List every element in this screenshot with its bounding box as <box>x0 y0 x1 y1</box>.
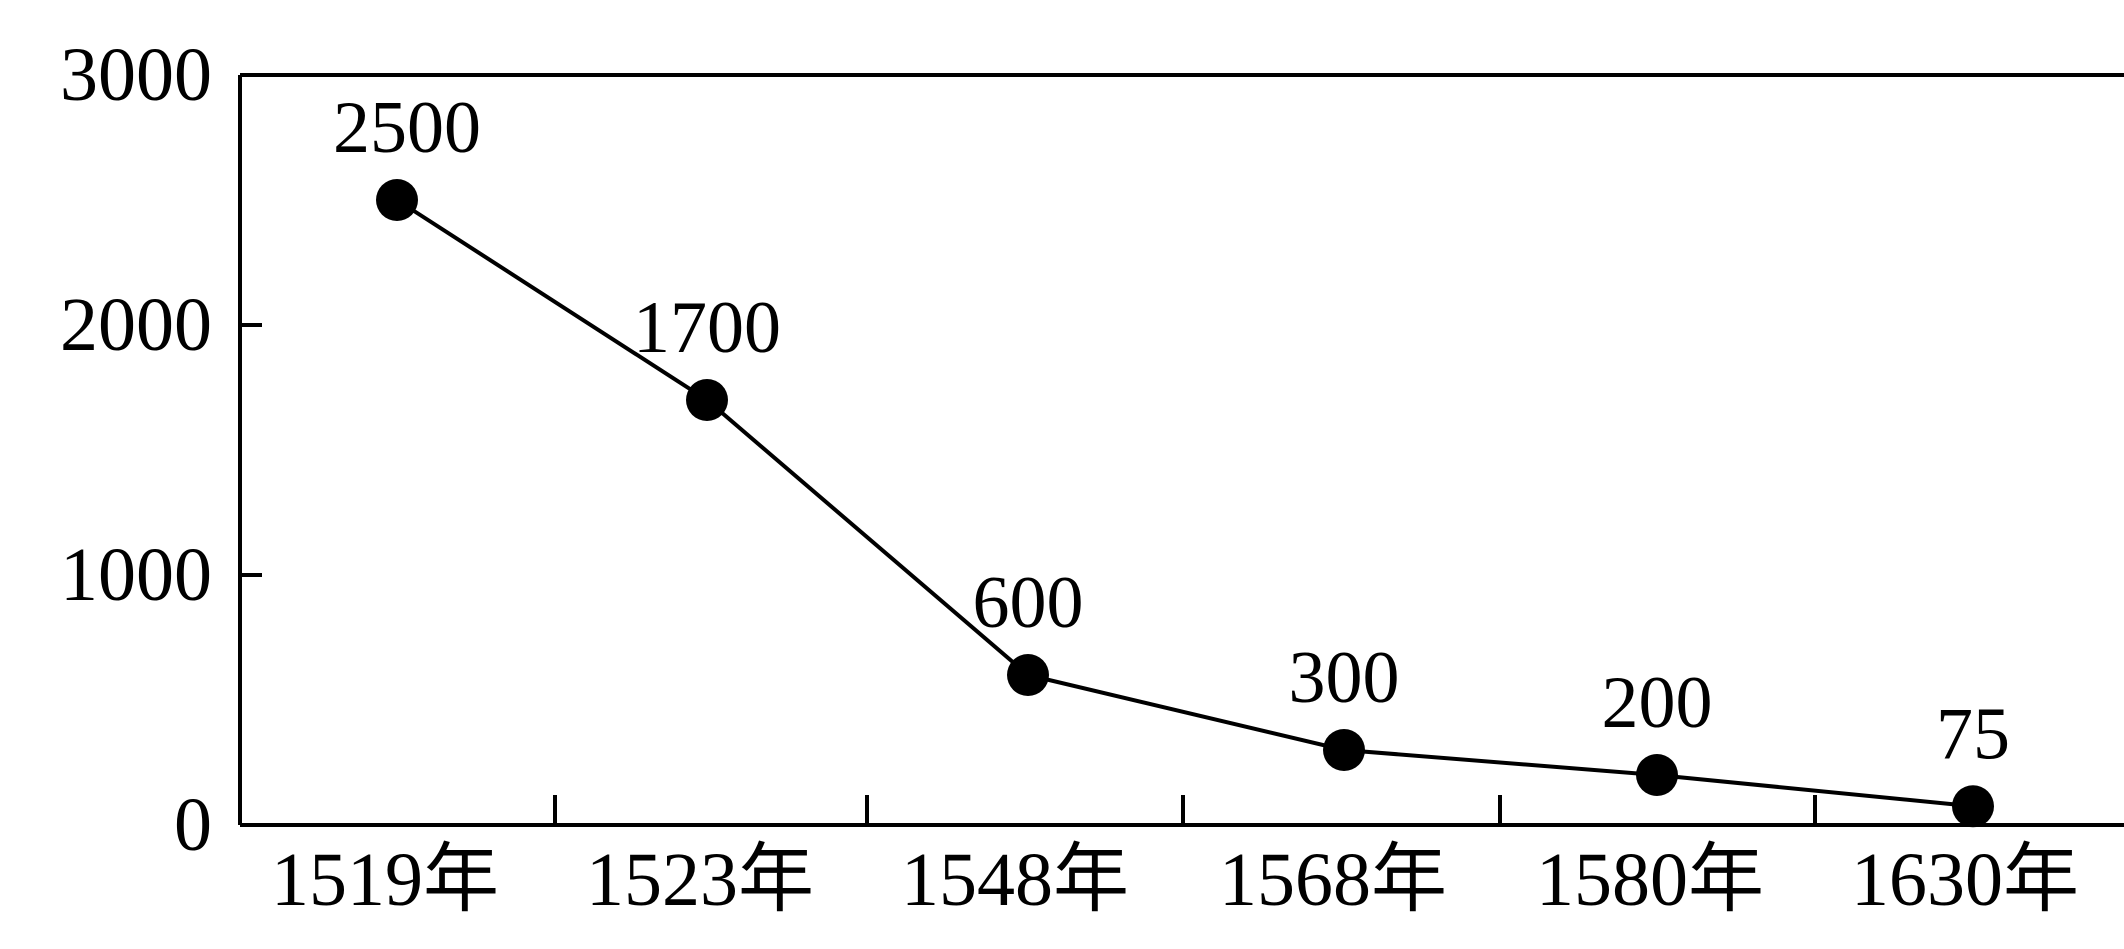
data-point <box>686 379 728 421</box>
y-tick-label: 1000 <box>60 533 212 617</box>
data-label: 1700 <box>633 287 781 369</box>
data-label: 300 <box>1289 637 1400 719</box>
data-point <box>376 179 418 221</box>
tick-marks <box>240 323 1817 825</box>
x-tick-label: 1580年 <box>1536 838 1764 922</box>
data-point <box>1007 654 1049 696</box>
data-label: 75 <box>1936 693 2010 775</box>
data-label: 600 <box>973 562 1084 644</box>
data-point <box>1952 785 1994 828</box>
series-line <box>395 198 1974 809</box>
data-labels: 2500 1700 600 300 200 75 <box>333 87 2010 775</box>
y-tick-label: 3000 <box>60 33 212 117</box>
data-points <box>376 179 1994 828</box>
x-tick-label: 1568年 <box>1219 838 1447 922</box>
data-label: 2500 <box>333 87 481 169</box>
data-point <box>1323 729 1365 771</box>
x-tick-label: 1519年 <box>271 838 499 922</box>
x-tick-labels: 1519年 1523年 1548年 1568年 1580年 1630年 <box>271 838 2079 922</box>
data-label: 200 <box>1602 662 1713 744</box>
series-line-group <box>395 198 1974 809</box>
x-tick-label: 1630年 <box>1851 838 2079 922</box>
y-tick-label: 0 <box>174 783 212 867</box>
x-tick-label: 1523年 <box>586 838 814 922</box>
y-tick-labels: 0 1000 2000 3000 <box>60 33 212 867</box>
y-tick-label: 2000 <box>60 283 212 367</box>
data-point <box>1636 754 1678 796</box>
x-tick-label: 1548年 <box>901 838 1129 922</box>
